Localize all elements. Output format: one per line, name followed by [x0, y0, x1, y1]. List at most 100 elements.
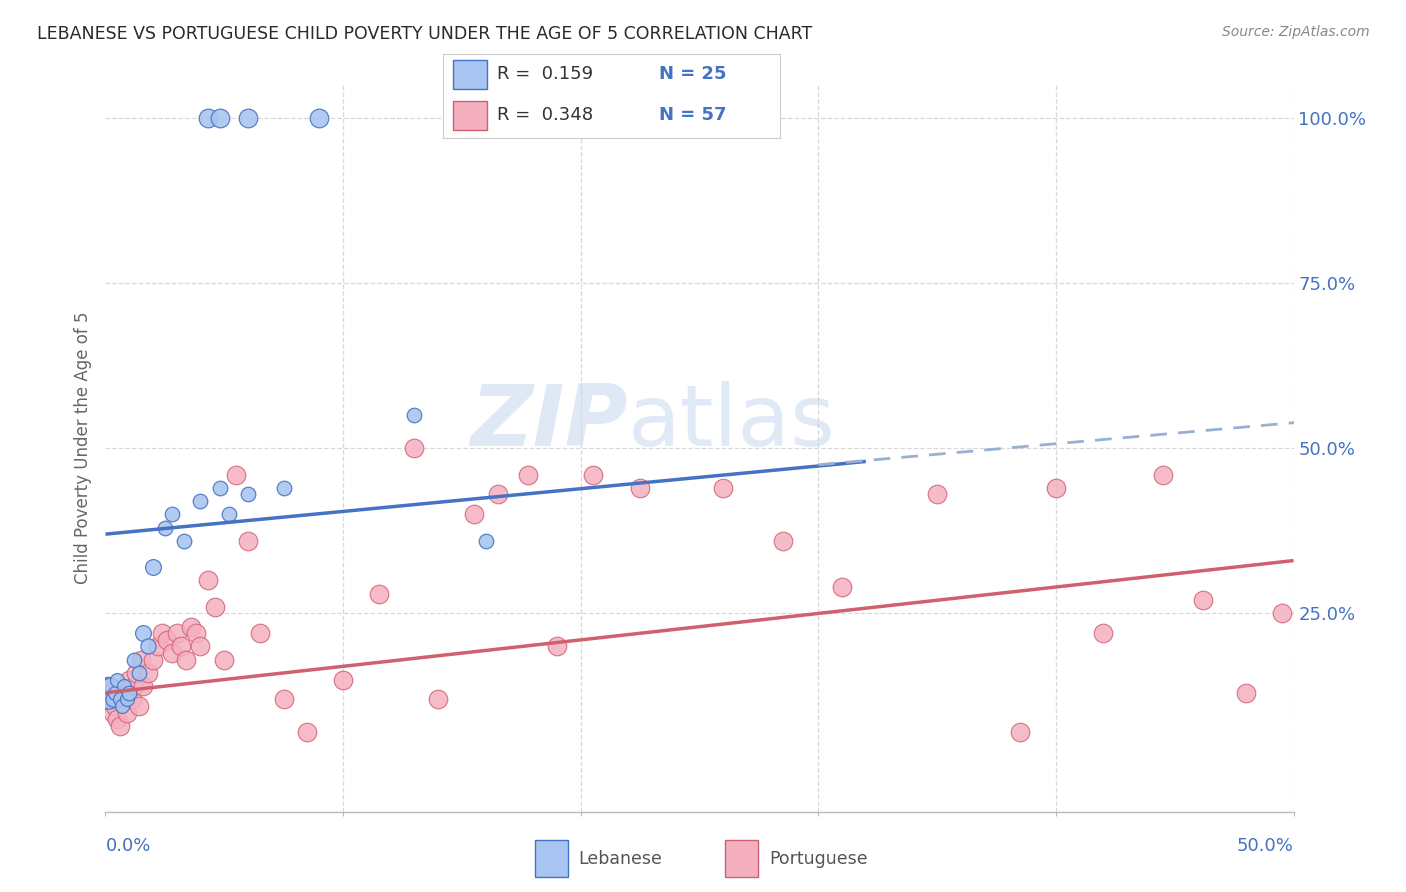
- Point: [170, 640, 193, 654]
- Point: [190, 640, 212, 654]
- Point: [105, 712, 128, 726]
- Point: [160, 646, 183, 660]
- Point: [111, 698, 134, 713]
- Point: [517, 467, 540, 482]
- Point: [463, 508, 485, 522]
- Point: [122, 653, 145, 667]
- Point: [114, 686, 136, 700]
- Point: [97, 686, 120, 700]
- Point: [404, 442, 426, 456]
- Point: [98, 679, 121, 693]
- Point: [204, 599, 226, 614]
- Text: Lebanese: Lebanese: [579, 849, 662, 868]
- Text: N = 25: N = 25: [659, 65, 727, 83]
- Point: [197, 574, 219, 588]
- Point: [118, 686, 141, 700]
- FancyBboxPatch shape: [534, 840, 568, 877]
- Point: [97, 679, 120, 693]
- Point: [142, 560, 165, 574]
- Point: [152, 626, 174, 640]
- Point: [628, 481, 651, 495]
- Point: [208, 481, 231, 495]
- Point: [115, 692, 138, 706]
- Point: [101, 692, 124, 706]
- Point: [474, 533, 496, 548]
- Point: [118, 673, 141, 687]
- Point: [174, 653, 197, 667]
- Point: [925, 487, 948, 501]
- Point: [173, 533, 195, 548]
- Point: [128, 698, 150, 713]
- Point: [273, 692, 295, 706]
- Point: [1192, 593, 1215, 607]
- Point: [136, 665, 159, 680]
- Text: 50.0%: 50.0%: [1237, 837, 1294, 855]
- Point: [249, 626, 271, 640]
- Point: [197, 111, 219, 125]
- Point: [104, 698, 127, 713]
- Text: 0.0%: 0.0%: [105, 837, 150, 855]
- Point: [486, 487, 509, 501]
- Point: [190, 494, 212, 508]
- Point: [166, 626, 188, 640]
- Point: [146, 640, 169, 654]
- Text: Source: ZipAtlas.com: Source: ZipAtlas.com: [1222, 25, 1369, 39]
- Point: [236, 487, 259, 501]
- Point: [404, 408, 426, 422]
- Point: [114, 679, 136, 693]
- FancyBboxPatch shape: [725, 840, 758, 877]
- Point: [772, 533, 794, 548]
- Point: [153, 520, 176, 534]
- Point: [136, 640, 159, 654]
- Point: [1271, 607, 1294, 621]
- Point: [98, 692, 121, 706]
- Point: [546, 640, 568, 654]
- FancyBboxPatch shape: [453, 101, 486, 130]
- Point: [297, 725, 319, 739]
- Point: [156, 632, 179, 647]
- Point: [236, 111, 259, 125]
- Point: [711, 481, 734, 495]
- Point: [236, 533, 259, 548]
- Point: [160, 508, 183, 522]
- Point: [129, 653, 152, 667]
- Point: [104, 686, 127, 700]
- Point: [128, 665, 150, 680]
- Point: [111, 692, 134, 706]
- Point: [308, 111, 330, 125]
- Text: ZIP: ZIP: [471, 381, 628, 464]
- Point: [180, 620, 202, 634]
- Text: atlas: atlas: [628, 381, 837, 464]
- Point: [367, 587, 389, 601]
- Text: R =  0.159: R = 0.159: [496, 65, 593, 83]
- Point: [184, 626, 207, 640]
- FancyBboxPatch shape: [453, 61, 486, 89]
- Point: [115, 706, 138, 720]
- Point: [332, 673, 354, 687]
- Text: LEBANESE VS PORTUGUESE CHILD POVERTY UNDER THE AGE OF 5 CORRELATION CHART: LEBANESE VS PORTUGUESE CHILD POVERTY UND…: [37, 25, 811, 43]
- Point: [1010, 725, 1032, 739]
- Point: [831, 580, 853, 594]
- Point: [108, 719, 131, 733]
- Point: [108, 692, 131, 706]
- Point: [1152, 467, 1174, 482]
- Point: [208, 111, 231, 125]
- Point: [214, 653, 236, 667]
- Point: [1045, 481, 1067, 495]
- Point: [132, 626, 155, 640]
- Point: [121, 692, 143, 706]
- Text: R =  0.348: R = 0.348: [496, 105, 593, 123]
- Point: [1234, 686, 1257, 700]
- Text: Portuguese: Portuguese: [769, 849, 868, 868]
- Point: [142, 653, 165, 667]
- Point: [273, 481, 295, 495]
- Text: N = 57: N = 57: [659, 105, 727, 123]
- Point: [581, 467, 603, 482]
- Point: [105, 673, 128, 687]
- Point: [101, 706, 124, 720]
- Y-axis label: Child Poverty Under the Age of 5: Child Poverty Under the Age of 5: [75, 312, 93, 584]
- Point: [132, 679, 155, 693]
- Point: [218, 508, 240, 522]
- Point: [427, 692, 450, 706]
- Point: [125, 665, 148, 680]
